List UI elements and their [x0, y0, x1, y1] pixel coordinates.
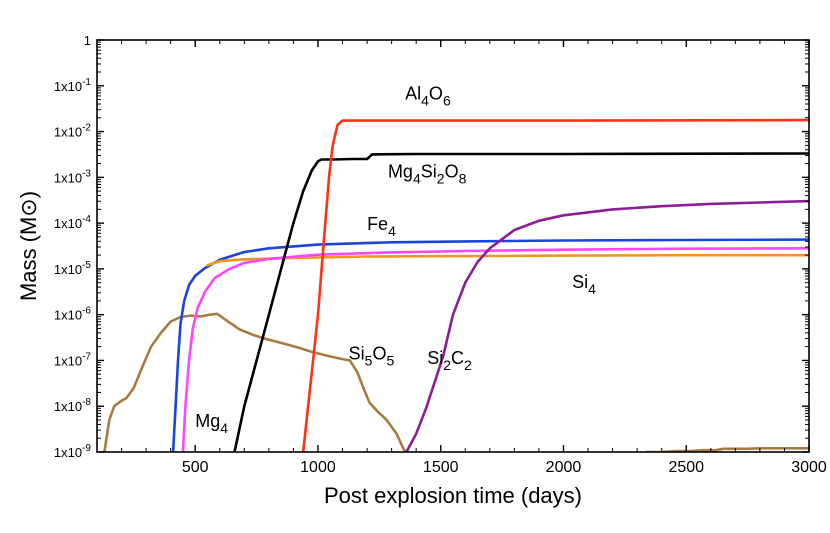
- series-line-mg4si2o8: [233, 152, 809, 452]
- y-tick-exponent: -4: [82, 214, 91, 225]
- y-tick-label: 1x10-2: [54, 123, 92, 140]
- y-tick-exponent: -7: [82, 351, 91, 362]
- y-tick-label: 1: [84, 33, 91, 48]
- series-label-mg4: Mg4: [195, 411, 228, 436]
- series-label-extra-0: Si2C2: [427, 348, 472, 373]
- plot-frame: [96, 39, 810, 453]
- y-tick-exponent: -8: [82, 397, 91, 408]
- y-tick-exponent: -1: [82, 77, 91, 88]
- y-tick-label: 1x10-9: [54, 443, 92, 460]
- y-tick-exponent: -5: [82, 260, 91, 271]
- series-line-si2c2: [181, 247, 809, 452]
- series-label-mg4si2o8: Mg4Si2O8: [388, 161, 467, 186]
- y-tick-base: 1x10: [54, 445, 82, 460]
- y-tick-exponent: -9: [82, 443, 91, 454]
- x-tick-label: 2500: [668, 459, 704, 476]
- y-tick-base: 1x10: [54, 216, 82, 231]
- y-tick-base: 1x10: [54, 79, 82, 94]
- series-line-mg4: [103, 312, 408, 452]
- series-line-si5o5-purple: [405, 199, 809, 452]
- y-tick-label: 1x10-3: [54, 168, 92, 185]
- x-tick-label: 1500: [423, 459, 459, 476]
- series-label-si4: Si4: [572, 272, 596, 297]
- y-tick-base: 1: [84, 33, 91, 48]
- x-axis-title: Post explosion time (days): [324, 483, 582, 508]
- series-line-si4: [206, 253, 809, 267]
- y-tick-exponent: -6: [82, 306, 91, 317]
- plot-lines: [103, 118, 809, 452]
- series-label-si5o5-purple: Si5O5: [349, 344, 395, 369]
- y-tick-label: 1x10-7: [54, 351, 92, 368]
- y-tick-base: 1x10: [54, 170, 82, 185]
- y-tick-label: 1x10-4: [54, 214, 92, 231]
- y-tick-exponent: -3: [82, 168, 91, 179]
- x-tick-label: 1000: [300, 459, 336, 476]
- series-line-fe4: [171, 238, 809, 452]
- y-tick-base: 1x10: [54, 399, 82, 414]
- series-labels: Mg4 Fe4 Si4 Mg4Si2O8 Al4O6 Si5O5 Si2C2: [195, 84, 596, 436]
- series-label-al4o6: Al4O6: [405, 84, 451, 109]
- series-label-fe4: Fe4: [367, 214, 396, 239]
- y-tick-label: 1x10-8: [54, 397, 92, 414]
- y-axis-title: Mass (M⊙): [16, 191, 41, 301]
- series-line-al4o6: [301, 118, 809, 452]
- x-tick-label: 3000: [791, 459, 827, 476]
- x-tick-label: 500: [182, 459, 209, 476]
- y-tick-base: 1x10: [54, 353, 82, 368]
- y-tick-base: 1x10: [54, 308, 82, 323]
- x-tick-label: 2000: [546, 459, 582, 476]
- y-tick-label: 1x10-1: [54, 77, 92, 94]
- y-tick-base: 1x10: [54, 125, 82, 140]
- y-tick-label: 1x10-6: [54, 306, 92, 323]
- y-tick-exponent: -2: [82, 123, 91, 134]
- y-tick-base: 1x10: [54, 262, 82, 277]
- y-tick-label: 1x10-5: [54, 260, 92, 277]
- axis-ticks: 500 1000 1500 2000 2500 300011x10-11x10-21x10…: [54, 33, 827, 476]
